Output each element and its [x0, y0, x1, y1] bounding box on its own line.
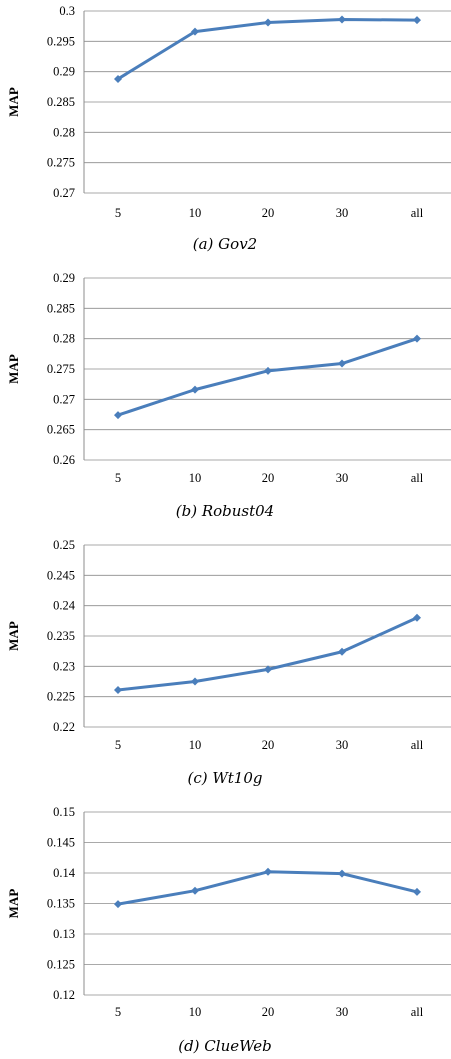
x-tick-label: 5	[115, 206, 121, 220]
y-axis-label: MAP	[6, 87, 21, 117]
series-line	[117, 870, 418, 906]
y-tick-label: 0.265	[47, 423, 75, 437]
y-tick-label: 0.285	[47, 301, 75, 315]
x-tick-label: all	[411, 471, 424, 485]
x-tick-label: 20	[262, 471, 275, 485]
y-tick-label: 0.22	[53, 720, 75, 734]
data-point-marker	[264, 867, 272, 876]
series-line	[117, 337, 418, 417]
chart-panel-c: 0.22 0.225 0.23 0.235 0.24 0.245 0.25 MAP 5 10 20 3…	[6, 538, 451, 787]
y-tick-label: 0.28	[53, 125, 75, 139]
x-tick-label: all	[411, 738, 424, 752]
x-tick-label: 30	[336, 738, 349, 752]
data-point-marker	[413, 334, 421, 343]
y-tick-label: 0.235	[47, 629, 75, 643]
panel-caption: (d) ClueWeb	[178, 1037, 272, 1055]
data-point-marker	[338, 359, 346, 368]
data-point-marker	[413, 613, 421, 622]
x-tick-label: 10	[189, 471, 202, 485]
y-tick-label: 0.275	[47, 362, 75, 376]
y-tick-label: 0.24	[53, 599, 76, 613]
x-tick-label: 10	[189, 206, 202, 220]
x-tick-label: 10	[189, 1005, 202, 1019]
y-tick-label: 0.295	[47, 34, 75, 48]
x-tick-label: all	[411, 206, 424, 220]
series-line	[117, 17, 418, 81]
y-tick-label: 0.29	[53, 271, 75, 285]
y-tick-label: 0.275	[47, 156, 75, 170]
data-point-marker	[114, 411, 122, 420]
y-tick-label: 0.135	[47, 897, 75, 911]
x-tick-label: 5	[115, 471, 121, 485]
y-tick-label: 0.225	[47, 690, 75, 704]
data-point-marker	[264, 665, 272, 674]
data-point-marker	[338, 647, 346, 656]
chart-panel-b: 0.26 0.265 0.27 0.275 0.28 0.285 0.29 MAP 5 10 20 3…	[6, 271, 451, 520]
x-tick-label: 20	[262, 738, 275, 752]
data-point-marker	[191, 677, 199, 686]
data-point-marker	[338, 15, 346, 24]
y-axis-label: MAP	[6, 621, 21, 651]
y-tick-label: 0.27	[53, 392, 75, 406]
data-point-marker	[191, 886, 199, 895]
y-tick-label: 0.25	[53, 538, 75, 552]
y-tick-label: 0.13	[53, 927, 75, 941]
x-tick-label: 10	[189, 738, 202, 752]
y-tick-label: 0.15	[53, 805, 75, 819]
y-tick-label: 0.12	[53, 988, 75, 1002]
panel-caption: (c) Wt10g	[187, 769, 262, 787]
y-tick-label: 0.145	[47, 836, 75, 850]
x-tick-label: 30	[336, 471, 349, 485]
y-tick-label: 0.28	[53, 332, 75, 346]
x-tick-label: 20	[262, 1005, 275, 1019]
x-tick-label: 30	[336, 206, 349, 220]
chart-panel-d: 0.12 0.125 0.13 0.135 0.14 0.145 0.15 MAP 5 10 20 3…	[6, 805, 451, 1055]
x-tick-label: all	[411, 1005, 424, 1019]
data-point-marker	[114, 900, 122, 909]
y-tick-label: 0.285	[47, 95, 75, 109]
y-tick-label: 0.23	[53, 659, 75, 673]
y-axis-label: MAP	[6, 889, 21, 919]
y-tick-label: 0.125	[47, 958, 75, 972]
series-line	[117, 616, 418, 692]
panel-caption: (b) Robust04	[176, 502, 274, 520]
x-tick-label: 5	[115, 738, 121, 752]
y-tick-label: 0.3	[59, 4, 75, 18]
y-tick-label: 0.26	[53, 453, 75, 467]
data-point-marker	[413, 16, 421, 25]
data-point-marker	[264, 18, 272, 27]
y-tick-label: 0.14	[53, 866, 76, 880]
data-point-marker	[191, 385, 199, 394]
data-point-marker	[191, 27, 199, 36]
y-tick-label: 0.27	[53, 186, 75, 200]
x-tick-label: 30	[336, 1005, 349, 1019]
data-point-marker	[114, 74, 122, 83]
x-tick-label: 20	[262, 206, 275, 220]
data-point-marker	[413, 887, 421, 896]
data-point-marker	[338, 869, 346, 878]
y-tick-label: 0.245	[47, 568, 75, 582]
x-tick-label: 5	[115, 1005, 121, 1019]
y-tick-label: 0.29	[53, 65, 75, 79]
y-axis-label: MAP	[6, 354, 21, 384]
chart-panel-a: 0.27 0.275 0.28 0.285 0.29 0.295 0.3 MAP 5 10 20 30…	[6, 4, 451, 253]
data-point-marker	[264, 366, 272, 375]
data-point-marker	[114, 685, 122, 694]
panel-caption: (a) Gov2	[193, 235, 257, 253]
